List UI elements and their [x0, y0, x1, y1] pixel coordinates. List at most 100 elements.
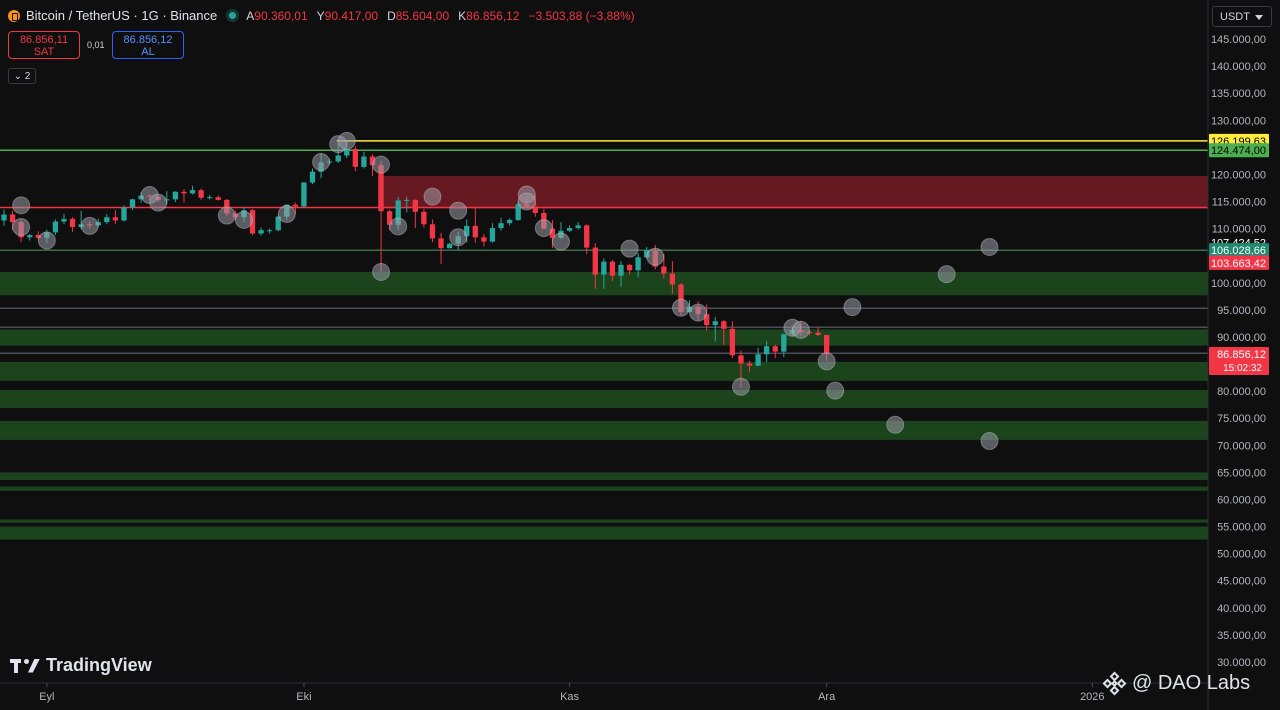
candle-body: [181, 191, 187, 194]
symbol-title[interactable]: Bitcoin / TetherUS · 1G · Binance: [26, 8, 218, 23]
candle-body: [746, 363, 753, 366]
price-tag-label: 106.028,66: [1211, 245, 1266, 257]
tradingview-wordmark: TradingView: [46, 655, 152, 675]
y-tick-label: 110.000,00: [1212, 224, 1266, 236]
dao-labs-label: @ DAO Labs: [1132, 672, 1251, 694]
candle-body: [207, 197, 213, 199]
chevron-down-icon: ⌄: [13, 71, 23, 82]
marker-circle: [791, 320, 810, 339]
candle-body: [669, 273, 676, 285]
candle-body: [301, 182, 307, 207]
marker-circle: [671, 298, 690, 317]
candle-body: [275, 216, 281, 231]
candle-body: [198, 190, 204, 198]
candle-body: [626, 264, 633, 271]
candle-body: [352, 148, 358, 167]
buy-button[interactable]: 86.856,12 AL: [112, 31, 184, 59]
change-value: −3.503,88 (−3,88%): [528, 8, 635, 23]
candle-body: [704, 314, 710, 326]
price-tag: [1209, 143, 1269, 158]
candle-body: [584, 225, 590, 248]
marker-circle: [372, 262, 391, 281]
candle-body: [824, 335, 830, 354]
candle-body: [532, 206, 538, 213]
candle-body: [412, 199, 418, 212]
candle-body: [78, 224, 84, 227]
chart-header: Bitcoin / TetherUS · 1G · Binance A90.36…: [8, 8, 638, 23]
y-tick-label: 140.000,00: [1211, 61, 1266, 73]
support-zone: [0, 390, 1208, 408]
indicator-count: 2: [24, 71, 31, 82]
y-tick-label: 100.000,00: [1211, 278, 1266, 290]
candle-body: [104, 217, 110, 223]
candle-body: [566, 228, 573, 231]
candle-body: [781, 334, 787, 352]
candle-body: [661, 266, 667, 274]
candle-body: [721, 321, 727, 329]
candle-body: [575, 225, 581, 229]
marker-circle: [980, 431, 999, 450]
high-label: Y: [316, 8, 325, 23]
y-tick-label: 70.000,00: [1217, 440, 1266, 452]
candle-body: [326, 161, 333, 163]
sell-label: SAT: [33, 46, 55, 58]
y-tick-label: 75.000,00: [1217, 413, 1266, 425]
tradingview-logo: TradingView: [10, 655, 152, 676]
high-value: 90.417,00: [324, 8, 379, 23]
candle-body: [429, 224, 436, 239]
marker-circle: [389, 217, 408, 236]
marker-circle: [620, 239, 639, 258]
low-value: 85.604,00: [395, 8, 450, 23]
indicators-toggle-button[interactable]: ⌄ 2: [8, 68, 36, 84]
support-zone: [0, 472, 1208, 480]
x-tick-label: Eki: [296, 691, 311, 703]
price-tag-label: 86.856,12: [1217, 349, 1266, 361]
marker-circle: [886, 415, 905, 434]
candle-body: [395, 200, 401, 225]
marker-circle: [980, 238, 999, 257]
candle-body: [27, 235, 33, 238]
candle-body: [806, 332, 813, 334]
candle-body: [472, 225, 478, 238]
marker-circle: [337, 131, 356, 150]
candle-body: [772, 346, 778, 352]
x-tick-label: 2026: [1080, 691, 1104, 703]
candle-body: [678, 284, 684, 313]
y-tick-label: 55.000,00: [1217, 522, 1266, 534]
support-zone: [0, 486, 1208, 491]
price-tag: [1209, 346, 1269, 375]
zone-layer: [0, 176, 1208, 540]
marker-circle: [149, 193, 168, 212]
candle-body: [121, 207, 127, 221]
resistance-zone: [378, 176, 1208, 209]
x-tick-label: Ara: [818, 691, 836, 703]
marker-circle: [312, 152, 331, 171]
marker-circle: [277, 204, 296, 223]
currency-selector[interactable]: USDT: [1212, 6, 1272, 27]
candle-body: [129, 199, 136, 208]
open-label: A: [246, 8, 255, 23]
candle-body: [738, 355, 744, 364]
support-zone: [0, 361, 1208, 381]
candle-body: [592, 247, 598, 275]
candle-body: [438, 238, 444, 249]
candle-body: [232, 213, 239, 218]
support-zone: [0, 526, 1208, 540]
candle-body: [266, 230, 273, 232]
marker-circle: [826, 381, 845, 400]
candle-body: [378, 165, 384, 212]
sell-button[interactable]: 86.856,11 SAT: [8, 31, 80, 59]
y-tick-label: 40.000,00: [1217, 603, 1266, 615]
candle-body: [481, 237, 487, 242]
dao-labs-watermark: @ DAO Labs: [1102, 671, 1251, 695]
y-tick-label: 120.000,00: [1211, 169, 1266, 181]
x-tick-label: Kas: [560, 691, 579, 703]
marker-circle: [552, 232, 571, 251]
candle-body: [172, 191, 179, 200]
marker-circle: [937, 265, 956, 284]
candle-body: [421, 211, 427, 225]
candle-body: [69, 218, 76, 227]
marker-circle: [534, 219, 553, 238]
